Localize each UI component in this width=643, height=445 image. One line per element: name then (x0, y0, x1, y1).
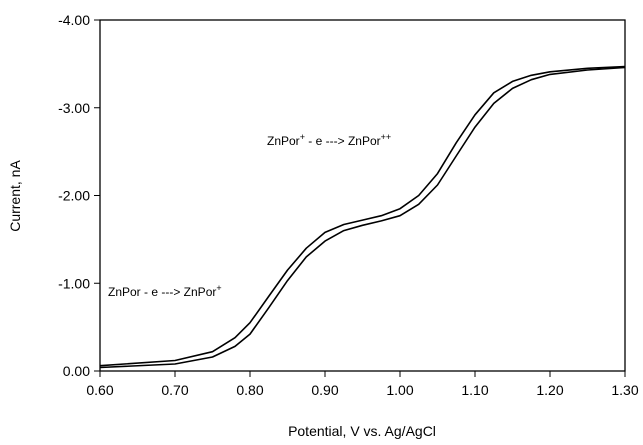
superscript: + (300, 132, 305, 142)
x-tick-label: 0.80 (236, 382, 263, 398)
x-tick-label: 1.30 (611, 382, 638, 398)
curve (99, 66, 626, 369)
annotation-text: ZnPor - e ---> ZnPor (108, 285, 216, 299)
y-tick-label: -1.00 (58, 275, 90, 291)
annotation-text: ZnPor (267, 134, 300, 148)
x-tick-label: 0.70 (161, 382, 188, 398)
superscript: ++ (381, 132, 392, 142)
y-tick-label: -2.00 (58, 188, 90, 204)
x-tick-label: 0.60 (86, 382, 113, 398)
y-tick-label: -3.00 (58, 100, 90, 116)
x-tick-label: 0.90 (311, 382, 338, 398)
y-tick-label: -4.00 (58, 12, 90, 28)
x-tick-label: 1.10 (461, 382, 488, 398)
superscript: + (216, 283, 221, 293)
y-tick-label: 0.00 (63, 363, 90, 379)
annotation: ZnPor+ - e ---> ZnPor++ (267, 132, 391, 148)
x-tick-label: 1.00 (386, 382, 413, 398)
annotation-text: - e ---> ZnPor (305, 134, 381, 148)
annotation: ZnPor - e ---> ZnPor+ (108, 283, 222, 299)
y-axis-label: Current, nA (7, 160, 23, 232)
x-axis-label: Potential, V vs. Ag/AgCl (288, 423, 436, 439)
curve (99, 65, 626, 367)
x-tick-label: 1.20 (536, 382, 563, 398)
